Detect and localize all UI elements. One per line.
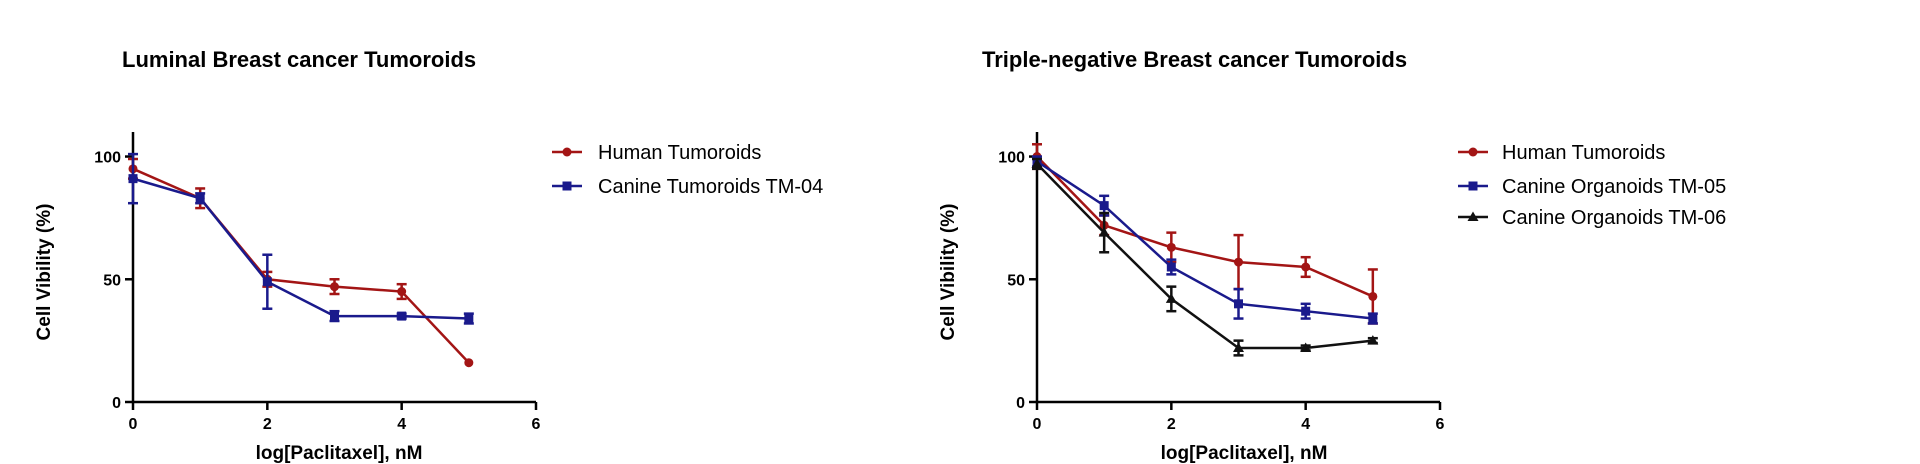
legend-marker	[562, 181, 572, 191]
data-point	[1301, 262, 1311, 272]
data-point	[1300, 342, 1312, 352]
y-tick-label: 50	[103, 272, 121, 289]
legend-label: Canine Tumoroids TM-04	[598, 176, 823, 198]
legend: Human Tumoroids Canine Tumoroids TM-04	[552, 142, 823, 198]
legend-label: Canine Organoids TM-05	[1502, 176, 1726, 198]
x-axis-title: log[Paclitaxel], nM	[1161, 443, 1328, 464]
data-point	[1031, 158, 1043, 168]
legend-item: Canine Organoids TM-06	[1458, 207, 1726, 229]
x-tick-label: 2	[263, 416, 272, 433]
data-point	[262, 277, 272, 287]
data-point	[1166, 262, 1176, 272]
legend: Human Tumoroids Canine Organoids TM-05 C…	[1458, 142, 1726, 229]
legend-item: Canine Tumoroids TM-04	[552, 176, 823, 198]
x-tick-label: 6	[1436, 416, 1445, 433]
data-point	[464, 314, 474, 324]
series-human-tumoroids	[128, 157, 474, 368]
x-tick-label: 0	[1033, 416, 1042, 433]
data-point	[1367, 335, 1379, 345]
legend-marker	[1468, 147, 1478, 157]
data-point	[1233, 342, 1244, 352]
data-point	[128, 174, 138, 184]
series-layer	[128, 152, 474, 368]
data-point	[1166, 242, 1176, 252]
data-point	[1368, 291, 1378, 301]
series-canine-organoids-tm-05	[1032, 155, 1378, 325]
y-tick-label: 50	[1007, 272, 1025, 289]
data-point	[397, 311, 407, 321]
data-point	[330, 282, 339, 292]
legend-marker	[1467, 211, 1479, 221]
x-tick-label: 2	[1167, 416, 1176, 433]
legend-marker	[1468, 181, 1478, 191]
y-tick-label: 100	[94, 150, 121, 167]
chart-luminal: Luminal Breast cancer Tumoroids Cell Vib…	[34, 47, 823, 464]
data-point	[330, 311, 339, 321]
x-axis-title: log[Paclitaxel], nM	[256, 443, 423, 464]
chart-title: Luminal Breast cancer Tumoroids	[122, 47, 476, 72]
legend-marker	[562, 147, 572, 157]
y-axis-title: Cell Vibility (%)	[938, 204, 959, 341]
x-tick-label: 0	[129, 416, 138, 433]
series-canine-tumoroids-tm-04	[128, 152, 474, 325]
data-point	[1099, 201, 1109, 211]
data-point	[397, 287, 407, 297]
x-tick-label: 6	[532, 416, 541, 433]
y-axis-title: Cell Vibility (%)	[34, 204, 55, 341]
y-tick-label: 0	[1016, 395, 1025, 412]
data-point	[1098, 227, 1110, 237]
y-tick-label: 100	[998, 150, 1025, 167]
series-human-tumoroids	[1032, 143, 1378, 325]
data-point	[1165, 293, 1177, 303]
axis-ticks: 0 2 4 6 0 50 100	[94, 150, 540, 433]
axis-ticks: 0 2 4 6 0 50 100	[998, 150, 1444, 433]
series-line	[1036, 163, 1373, 350]
legend-item: Human Tumoroids	[1458, 142, 1665, 164]
data-point	[464, 358, 474, 368]
data-point	[1234, 299, 1243, 309]
series-line	[132, 177, 469, 320]
series-line	[1036, 160, 1373, 320]
data-point	[1301, 306, 1311, 316]
chart-title: Triple-negative Breast cancer Tumoroids	[982, 47, 1407, 72]
series-line	[132, 167, 470, 364]
series-layer	[1031, 143, 1379, 357]
legend-item: Canine Organoids TM-05	[1458, 176, 1726, 198]
data-point	[195, 193, 205, 203]
series-canine-organoids-tm-06	[1031, 157, 1379, 357]
x-tick-label: 4	[1301, 416, 1310, 433]
chart-triple-negative: Triple-negative Breast cancer Tumoroids …	[938, 47, 1726, 464]
data-point	[1234, 257, 1243, 267]
x-tick-label: 4	[397, 416, 406, 433]
y-tick-label: 0	[112, 395, 121, 412]
legend-label: Human Tumoroids	[598, 142, 761, 164]
legend-label: Canine Organoids TM-06	[1502, 207, 1726, 229]
legend-item: Human Tumoroids	[552, 142, 761, 164]
data-point	[1368, 314, 1378, 324]
series-line	[1036, 155, 1374, 298]
legend-label: Human Tumoroids	[1502, 142, 1665, 164]
